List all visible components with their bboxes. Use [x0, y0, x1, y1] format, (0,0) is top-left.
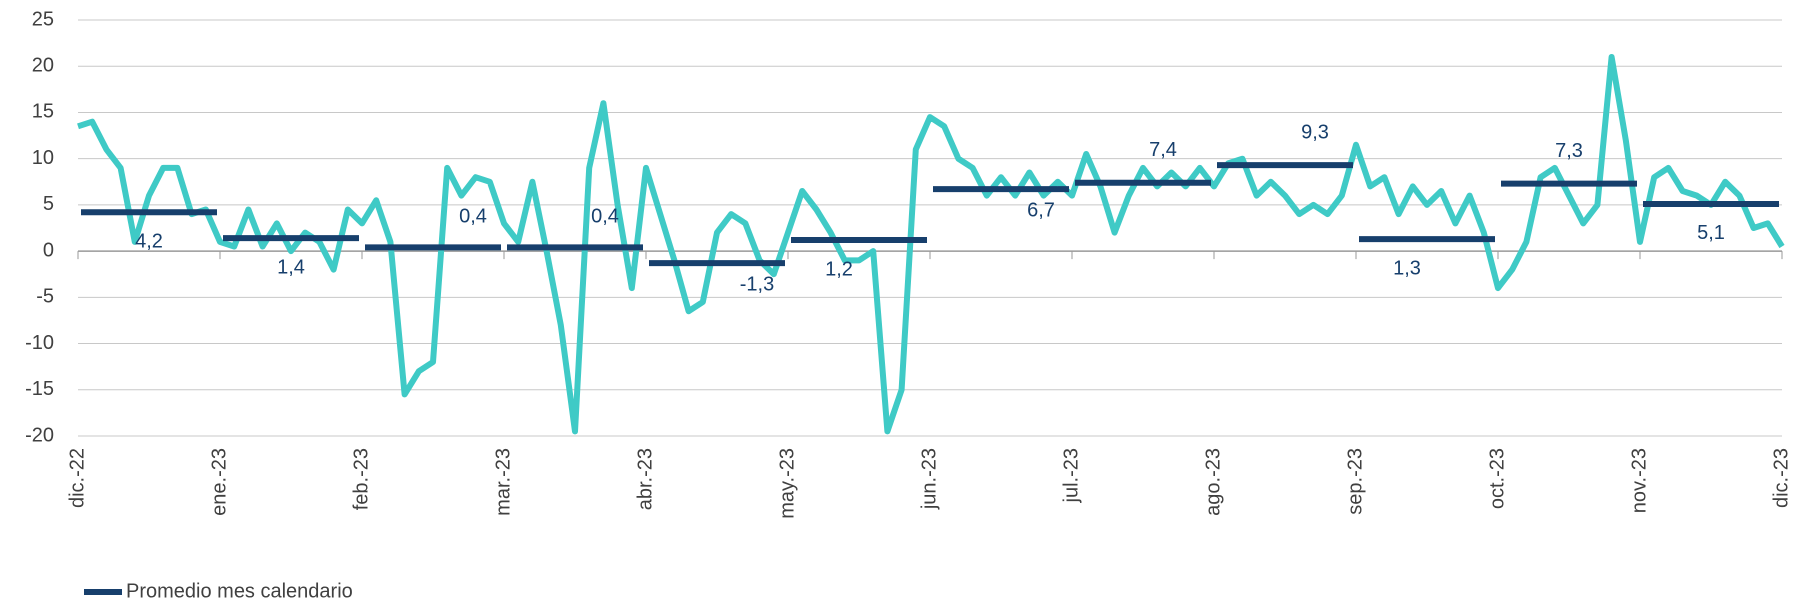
y-tick-label: -5 [36, 286, 54, 308]
average-label: 0,4 [591, 206, 619, 228]
y-tick-label: 5 [43, 193, 54, 215]
y-tick-label: 10 [32, 147, 54, 169]
x-tick-label: sep.-23 [1344, 448, 1366, 515]
line [77, 54, 1785, 435]
y-tick-label: 0 [43, 239, 54, 261]
x-tick-label: mar.-23 [492, 448, 514, 516]
average-label: 1,2 [825, 258, 853, 280]
average-label: 0,4 [459, 206, 487, 228]
x-tick-label: oct.-23 [1486, 448, 1508, 509]
average-label: 1,4 [277, 256, 305, 278]
legend-label: Promedio mes calendario [126, 580, 353, 602]
y-tick-label: -15 [25, 378, 54, 400]
x-tick-label: nov.-23 [1628, 448, 1650, 513]
average-label: -1,3 [740, 273, 774, 295]
x-tick-label: jul.-23 [1060, 448, 1082, 503]
x-tick-label: dic.-22 [66, 448, 88, 508]
average-label: 1,3 [1393, 257, 1421, 279]
average-label: 4,2 [135, 231, 163, 253]
y-tick-label: 20 [32, 55, 54, 77]
x-tick-label: dic.-23 [1770, 448, 1792, 508]
x-tick-label: feb.-23 [350, 448, 372, 510]
average-label: 6,7 [1027, 199, 1055, 221]
average-label: 9,3 [1301, 121, 1329, 143]
x-tick-label: ago.-23 [1202, 448, 1224, 516]
average-label: 7,4 [1149, 139, 1177, 161]
average-label: 7,3 [1555, 140, 1583, 162]
x-tick-label: may.-23 [776, 448, 798, 519]
y-tick-label: 15 [32, 101, 54, 123]
average-label: 5,1 [1697, 222, 1725, 244]
y-tick-label: 25 [32, 8, 54, 30]
y-tick-label: -20 [25, 424, 54, 446]
y-tick-label: -10 [25, 332, 54, 354]
x-tick-label: ene.-23 [208, 448, 230, 516]
x-tick-label: abr.-23 [634, 448, 656, 510]
x-tick-label: jun.-23 [918, 448, 940, 510]
